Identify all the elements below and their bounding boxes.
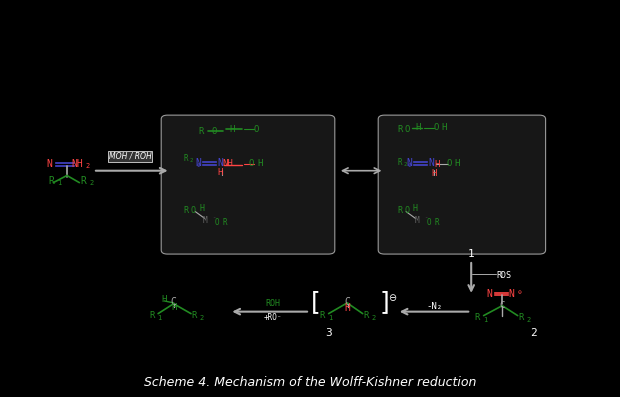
- Text: H: H: [442, 123, 447, 132]
- Text: H: H: [413, 204, 418, 213]
- Text: H: H: [258, 159, 263, 168]
- Text: N: N: [217, 158, 223, 168]
- Text: H: H: [344, 303, 350, 313]
- Text: R: R: [435, 218, 440, 227]
- Text: 1: 1: [157, 315, 161, 322]
- Text: R: R: [518, 313, 523, 322]
- Text: 2: 2: [200, 315, 203, 322]
- Text: N: N: [487, 289, 493, 299]
- Text: 2: 2: [89, 180, 93, 187]
- Text: R: R: [320, 311, 325, 320]
- Text: ⊖: ⊖: [518, 291, 521, 295]
- Text: ⁻: ⁻: [424, 217, 428, 222]
- Text: N: N: [508, 289, 515, 299]
- Text: C: C: [344, 297, 350, 307]
- Text: N: N: [195, 158, 202, 168]
- Text: R: R: [192, 311, 197, 320]
- Text: R: R: [81, 175, 87, 186]
- FancyBboxPatch shape: [161, 115, 335, 254]
- Text: C: C: [170, 297, 177, 307]
- Text: O: O: [405, 125, 410, 133]
- Text: ⊕: ⊕: [197, 164, 200, 168]
- Text: R: R: [397, 206, 402, 215]
- Text: O: O: [249, 159, 254, 168]
- Text: R: R: [184, 154, 188, 163]
- FancyBboxPatch shape: [378, 115, 546, 254]
- Text: 1: 1: [483, 317, 487, 324]
- Text: O: O: [447, 159, 452, 168]
- Text: R: R: [149, 311, 154, 320]
- Text: 2: 2: [530, 328, 536, 339]
- Text: R: R: [363, 311, 368, 320]
- Text: O: O: [427, 218, 432, 227]
- Text: -N₂: -N₂: [426, 302, 442, 311]
- Text: R: R: [48, 175, 55, 186]
- Text: O: O: [215, 218, 219, 227]
- Text: H: H: [171, 303, 176, 312]
- Text: C: C: [500, 301, 505, 310]
- Text: Scheme 4. Mechanism of the Wolff-Kishner reduction: Scheme 4. Mechanism of the Wolff-Kishner…: [144, 376, 476, 389]
- Text: 1: 1: [468, 249, 474, 259]
- Text: O: O: [191, 206, 196, 215]
- Text: N: N: [406, 158, 412, 168]
- Text: 1: 1: [57, 180, 61, 187]
- Text: R: R: [397, 125, 402, 133]
- Text: M: M: [415, 216, 420, 225]
- Text: N: N: [46, 158, 53, 169]
- Text: ⊖: ⊖: [388, 293, 396, 303]
- Text: 3: 3: [326, 328, 332, 339]
- Text: ⊕: ⊕: [407, 164, 411, 168]
- Text: O: O: [433, 123, 438, 132]
- Text: H: H: [455, 159, 460, 168]
- Text: R: R: [475, 313, 480, 322]
- Text: N: N: [428, 158, 434, 168]
- Text: ⁻: ⁻: [212, 217, 216, 222]
- Text: H: H: [435, 160, 440, 169]
- Text: RDS: RDS: [496, 272, 511, 280]
- Text: O: O: [254, 125, 259, 133]
- Text: H: H: [162, 295, 167, 304]
- Text: H: H: [199, 204, 204, 213]
- Text: NH: NH: [72, 158, 83, 169]
- Text: +RO⁻: +RO⁻: [264, 313, 282, 322]
- Text: ]: ]: [379, 290, 389, 314]
- Text: 1: 1: [328, 315, 332, 322]
- Text: O: O: [405, 206, 410, 215]
- Text: 2: 2: [189, 158, 193, 163]
- Text: R: R: [222, 218, 227, 227]
- Text: O: O: [211, 127, 216, 135]
- Text: R: R: [184, 206, 188, 215]
- Text: H: H: [218, 168, 223, 177]
- Text: 2: 2: [86, 163, 90, 170]
- Text: MOH / ROH: MOH / ROH: [109, 152, 151, 161]
- Text: 2: 2: [403, 162, 407, 167]
- Text: NH: NH: [223, 160, 234, 168]
- Text: ROH: ROH: [265, 299, 280, 308]
- Text: R: R: [199, 127, 204, 135]
- Text: H: H: [230, 125, 235, 133]
- Text: H: H: [432, 169, 436, 178]
- Text: H: H: [416, 123, 421, 132]
- Text: R: R: [397, 158, 402, 167]
- Text: M: M: [202, 216, 207, 225]
- Text: [: [: [311, 290, 321, 314]
- Text: 2: 2: [526, 317, 530, 324]
- Text: 2: 2: [371, 315, 375, 322]
